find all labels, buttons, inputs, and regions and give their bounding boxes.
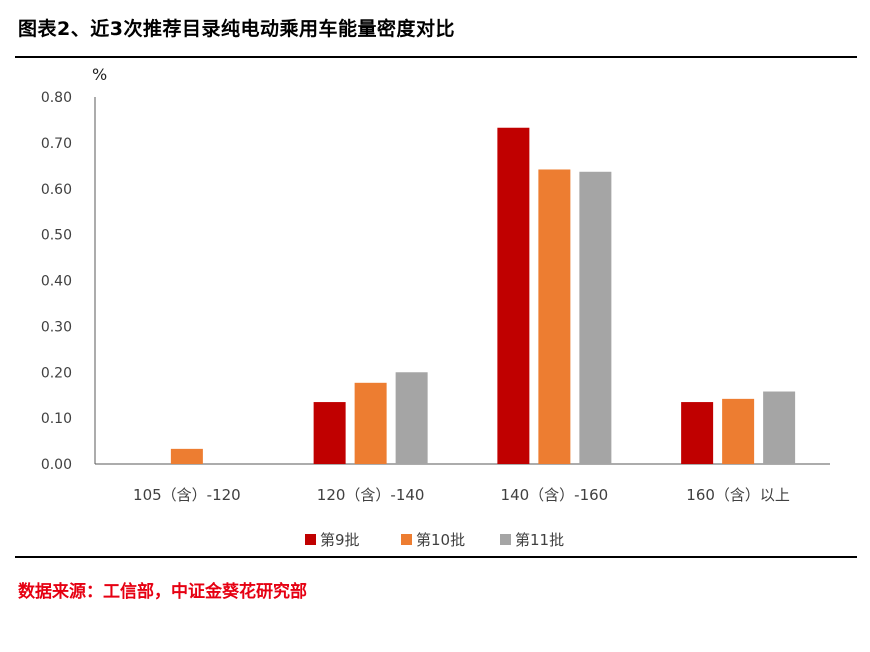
legend-label: 第11批	[515, 531, 564, 549]
bars	[170, 127, 796, 465]
y-tick-label: 0.80	[41, 90, 72, 106]
x-category-label: 120（含）-140	[317, 486, 425, 504]
top-rule	[15, 56, 857, 58]
y-tick-label: 0.30	[41, 319, 72, 335]
legend: 第9批 第10批 第11批	[305, 531, 564, 549]
y-tick-label: 0.40	[41, 274, 72, 290]
bar	[681, 402, 714, 464]
y-tick-label: 0.20	[41, 365, 72, 381]
bar	[722, 398, 755, 464]
source-note: 数据来源：工信部，中证金葵花研究部	[18, 582, 307, 602]
legend-swatch	[401, 534, 412, 545]
bar	[354, 382, 387, 464]
legend-label: 第9批	[320, 531, 360, 549]
bar	[538, 169, 571, 465]
y-tick-labels: 0.00 0.10 0.20 0.30 0.40 0.50 0.60 0.70 0.80	[41, 90, 72, 473]
y-tick-label: 0.50	[41, 228, 72, 244]
x-category-label: 160（含）以上	[686, 486, 790, 504]
bottom-rule	[15, 556, 857, 558]
bar	[395, 372, 428, 464]
axes: %	[92, 65, 830, 465]
y-tick-label: 0.00	[41, 457, 72, 473]
y-tick-label: 0.60	[41, 182, 72, 198]
bar	[497, 127, 530, 464]
bar	[170, 448, 203, 464]
legend-swatch	[305, 534, 316, 545]
bar	[313, 402, 346, 464]
x-category-labels: 105（含）-120 120（含）-140 140（含）-160 160（含）以上	[133, 486, 790, 504]
legend-swatch	[500, 534, 511, 545]
y-axis-unit: %	[92, 65, 107, 84]
y-tick-label: 0.10	[41, 411, 72, 427]
bar	[579, 171, 612, 464]
x-category-label: 140（含）-160	[501, 486, 609, 504]
y-tick-label: 0.70	[41, 136, 72, 152]
chart-title: 图表2、近3次推荐目录纯电动乘用车能量密度对比	[18, 18, 455, 40]
bar-chart: % 0.00 0.10 0.20 0.30 0.40 0.50 0.60 0.70 0.80 1…	[41, 65, 830, 549]
x-category-label: 105（含）-120	[133, 486, 241, 504]
legend-label: 第10批	[416, 531, 465, 549]
bar	[763, 391, 796, 464]
